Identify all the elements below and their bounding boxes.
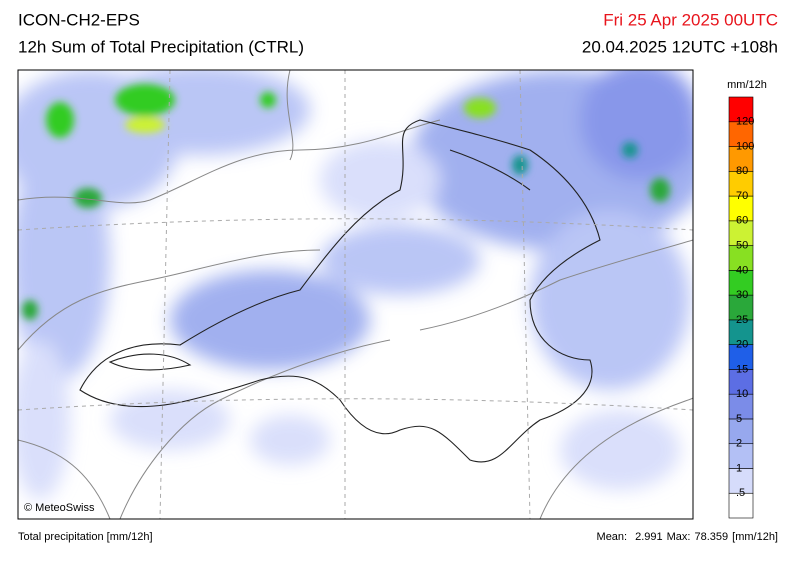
legend-unit: mm/12h [727, 79, 767, 91]
colorbar-label: 25 [736, 314, 748, 326]
colorbar-box [728, 319, 754, 345]
colorbar-label: 120 [736, 116, 754, 128]
colorbar-box [728, 170, 754, 197]
colorbar-box [728, 369, 754, 395]
colorbar-label: 70 [736, 190, 748, 202]
model-name: ICON-CH2-EPS [18, 10, 140, 29]
colorbar-label: 5 [736, 413, 742, 425]
colorbar-box [728, 443, 754, 469]
footer-left: Total precipitation [mm/12h] [18, 531, 153, 543]
max-label: Max: [667, 531, 691, 543]
map: © MeteoSwiss [18, 70, 693, 519]
colorbar-label: 15 [736, 363, 748, 375]
colorbar-box [728, 96, 754, 123]
credit: © MeteoSwiss [24, 502, 95, 514]
unit: [mm/12h] [732, 531, 778, 543]
colorbar-box [728, 418, 754, 445]
mean-label: Mean: [597, 531, 628, 543]
colorbar-label: 1 [736, 462, 742, 474]
colorbar-box [728, 492, 754, 519]
colorbar-box [728, 195, 754, 222]
colorbar-label: .5 [736, 487, 745, 499]
colorbar-label: 100 [736, 140, 754, 152]
colorbar-box [728, 245, 754, 271]
product-name: 12h Sum of Total Precipitation (CTRL) [18, 37, 304, 56]
colorbar-box [728, 393, 754, 420]
run-time: 20.04.2025 12UTC +108h [582, 37, 778, 56]
mean-value: 2.991 [635, 531, 663, 543]
colorbar-label: 60 [736, 215, 748, 227]
max-value: 78.359 [694, 531, 728, 543]
valid-time: Fri 25 Apr 2025 00UTC [603, 10, 778, 29]
colorbar-label: 2 [736, 438, 742, 450]
map-frame [17, 69, 694, 520]
colorbar-label: 30 [736, 289, 748, 301]
colorbar-label: 40 [736, 264, 748, 276]
colorbar-box [728, 220, 754, 246]
colorbar-box [728, 294, 754, 321]
colorbar-label: 10 [736, 388, 748, 400]
footer-stats: Mean: 2.991 Max: 78.359 [mm/12h] [597, 531, 778, 543]
colorbar-label: 20 [736, 339, 748, 351]
colorbar-label: 80 [736, 165, 748, 177]
colorbar-label: 50 [736, 239, 748, 251]
